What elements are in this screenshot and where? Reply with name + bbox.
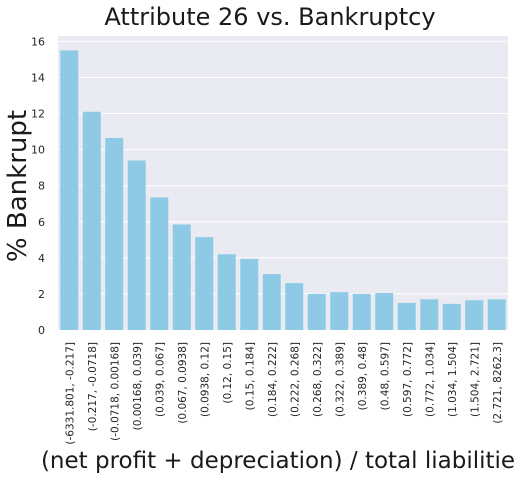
- x-axis-label: (net profit + depreciation) / total liab…: [41, 448, 514, 474]
- chart-title: Attribute 26 vs. Bankruptcy: [104, 3, 435, 31]
- bar: [352, 293, 371, 330]
- bar: [217, 254, 236, 330]
- y-tick-label: 4: [38, 252, 45, 265]
- bar: [330, 292, 349, 330]
- bar: [60, 50, 79, 331]
- x-tick-label: (0.15, 0.184]: [244, 342, 256, 410]
- bar: [487, 299, 506, 330]
- plot-area: [58, 36, 508, 330]
- bar: [240, 258, 259, 330]
- bar: [307, 293, 326, 330]
- x-tick-label: (0.039, 0.067]: [154, 342, 166, 417]
- x-tick-label: (0.00168, 0.039]: [132, 342, 144, 430]
- bars: [60, 50, 506, 331]
- y-tick-label: 16: [31, 35, 45, 48]
- bar: [127, 160, 146, 330]
- x-tick-label: (-6331.801, -0.217]: [64, 342, 76, 445]
- x-tick-label: (0.48, 0.597]: [379, 342, 391, 410]
- bar: [262, 274, 281, 330]
- bar: [397, 302, 416, 330]
- x-tick-label: (0.067, 0.0938]: [177, 342, 189, 424]
- y-axis-ticks: 0 2 4 6 8 10 12 14 16: [31, 35, 45, 337]
- bar: [285, 283, 304, 330]
- bar: [172, 224, 191, 330]
- x-tick-label: (0.222, 0.268]: [289, 342, 301, 417]
- y-tick-label: 2: [38, 288, 45, 301]
- bar: [420, 299, 439, 330]
- x-axis-ticks: (-6331.801, -0.217] (-0.217, -0.0718] (-0.…: [64, 342, 504, 445]
- x-tick-label: (0.12, 0.15]: [222, 342, 234, 404]
- x-tick-label: (0.0938, 0.12]: [199, 342, 211, 417]
- bar: [105, 137, 124, 330]
- x-tick-label: (-0.0718, 0.00168]: [109, 342, 121, 441]
- y-tick-label: 8: [38, 180, 45, 193]
- y-tick-label: 0: [38, 324, 45, 337]
- x-tick-label: (-0.217, -0.0718]: [87, 342, 99, 431]
- bar: [465, 300, 484, 330]
- x-tick-label: (0.772, 1.034]: [424, 342, 436, 417]
- x-tick-label: (0.184, 0.222]: [267, 342, 279, 417]
- x-tick-label: (1.034, 1.504]: [447, 342, 459, 417]
- bar: [195, 237, 214, 330]
- x-tick-label: (0.322, 0.389]: [334, 342, 346, 417]
- y-tick-label: 10: [31, 144, 45, 157]
- y-axis-label: % Bankrupt: [3, 110, 33, 262]
- x-tick-label: (0.268, 0.322]: [312, 342, 324, 417]
- bar: [375, 293, 394, 330]
- bar: [82, 111, 101, 330]
- x-tick-label: (0.597, 0.772]: [402, 342, 414, 417]
- y-tick-label: 14: [31, 71, 45, 84]
- x-tick-label: (2.721, 8262.3]: [492, 342, 504, 424]
- bar: [442, 303, 461, 330]
- y-tick-label: 12: [31, 108, 45, 121]
- bar: [150, 197, 169, 330]
- x-tick-label: (0.389, 0.48]: [357, 342, 369, 410]
- y-tick-label: 6: [38, 216, 45, 229]
- x-tick-label: (1.504, 2.721]: [469, 342, 481, 417]
